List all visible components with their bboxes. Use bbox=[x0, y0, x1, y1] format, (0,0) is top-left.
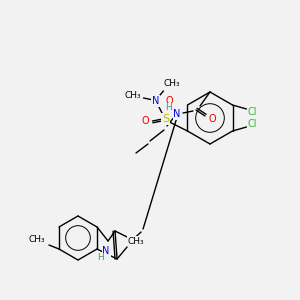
Text: CH₃: CH₃ bbox=[124, 91, 141, 100]
Text: H: H bbox=[166, 103, 172, 112]
Text: O: O bbox=[142, 116, 149, 126]
Text: S: S bbox=[162, 114, 169, 124]
Text: Cl: Cl bbox=[248, 107, 257, 117]
Text: CH₃: CH₃ bbox=[128, 236, 144, 245]
Text: N: N bbox=[152, 96, 159, 106]
Text: Cl: Cl bbox=[248, 119, 257, 129]
Text: O: O bbox=[166, 96, 173, 106]
Text: CH₃: CH₃ bbox=[28, 236, 45, 244]
Text: H: H bbox=[97, 254, 104, 262]
Text: O: O bbox=[208, 114, 216, 124]
Text: N: N bbox=[102, 246, 110, 256]
Text: CH₃: CH₃ bbox=[163, 79, 180, 88]
Text: N: N bbox=[173, 109, 181, 119]
